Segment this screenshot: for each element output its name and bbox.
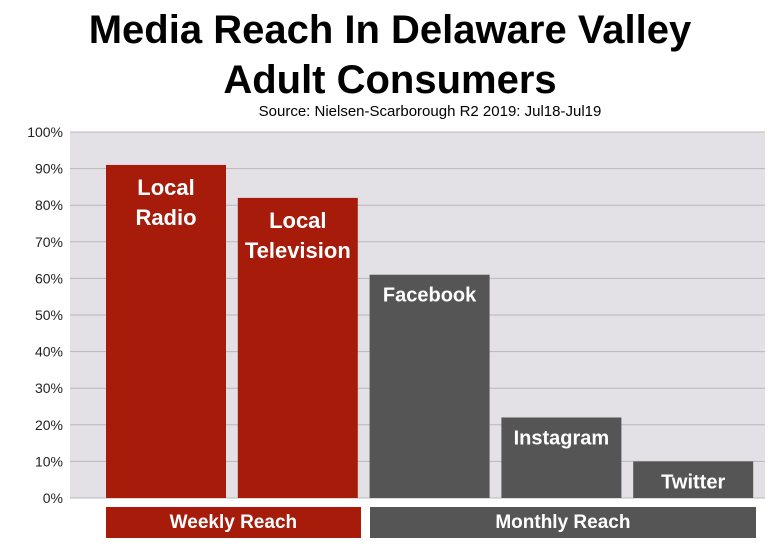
bar-twitter xyxy=(633,461,754,498)
y-tick-label: 20% xyxy=(35,417,63,433)
y-tick-label: 100% xyxy=(27,124,63,140)
bar-label: Local xyxy=(137,175,194,200)
group-label-weekly-reach: Weekly Reach xyxy=(106,507,361,538)
bar-local-radio xyxy=(106,164,226,498)
bar-label: Radio xyxy=(135,205,196,230)
y-tick-label: 40% xyxy=(35,344,63,360)
y-tick-label: 0% xyxy=(43,490,63,506)
y-tick-label: 30% xyxy=(35,380,63,396)
bar-label: Television xyxy=(245,238,351,263)
bar-local-television xyxy=(237,197,358,498)
chart-title-line-2: Adult Consumers xyxy=(223,58,557,102)
y-tick-label: 80% xyxy=(35,197,63,213)
bar-instagram xyxy=(501,417,622,498)
y-tick-label: 70% xyxy=(35,234,63,250)
bar-label: Facebook xyxy=(383,285,477,307)
bar-label: Instagram xyxy=(514,427,610,449)
bar-facebook xyxy=(369,274,490,498)
y-tick-label: 60% xyxy=(35,270,63,286)
y-tick-label: 90% xyxy=(35,161,63,177)
chart-subtitle: Source: Nielsen-Scarborough R2 2019: Jul… xyxy=(258,103,602,120)
y-tick-label: 10% xyxy=(35,453,63,469)
group-label-monthly-reach: Monthly Reach xyxy=(369,507,757,538)
bar-label: Twitter xyxy=(661,471,725,493)
y-tick-label: 50% xyxy=(35,307,63,323)
bar-label: Local xyxy=(269,208,326,233)
chart-title-line-1: Media Reach In Delaware Valley xyxy=(88,8,692,52)
